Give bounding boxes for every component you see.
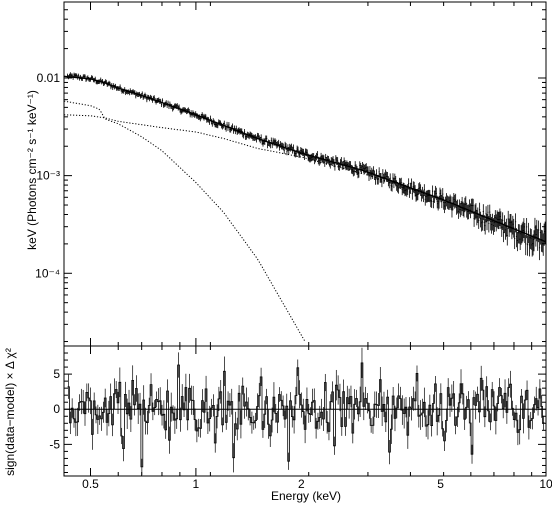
thermal-component-curve bbox=[63, 100, 306, 342]
residual-y-axis-label: sign(data−model) × Δ χ² bbox=[3, 348, 17, 476]
x-tick-label: 10 bbox=[539, 477, 552, 491]
x-tick-label: 1 bbox=[193, 477, 200, 491]
spectrum-y-axis-label: keV (Photons cm⁻² s⁻¹ keV⁻¹) bbox=[25, 90, 39, 250]
residual-histogram bbox=[67, 362, 545, 468]
energy-x-axis-label: Energy (keV) bbox=[271, 489, 341, 503]
spectrum-y-tick-label: 0.01 bbox=[37, 71, 61, 85]
residual-y-tick-label: 0 bbox=[53, 402, 60, 416]
spectrum-panel: 0.01 10⁻³ 10⁻⁴ bbox=[35, 1, 547, 347]
x-tick-label: 2 bbox=[298, 477, 305, 491]
x-tick-label: 5 bbox=[437, 477, 444, 491]
residual-plot-frame bbox=[63, 345, 547, 477]
residual-panel: 0.5 1 2 5 10 5 0 -5 bbox=[49, 345, 552, 491]
total-model-curve bbox=[63, 75, 547, 243]
spectrum-y-tick-label: 10⁻⁴ bbox=[35, 266, 60, 280]
residual-y-tick-label: 5 bbox=[53, 367, 60, 381]
residual-y-tick-label: -5 bbox=[49, 437, 60, 451]
spectrum-plot-frame bbox=[63, 1, 547, 347]
x-tick-label: 0.5 bbox=[82, 477, 99, 491]
spectrum-y-tick-label: 10⁻³ bbox=[36, 169, 60, 183]
